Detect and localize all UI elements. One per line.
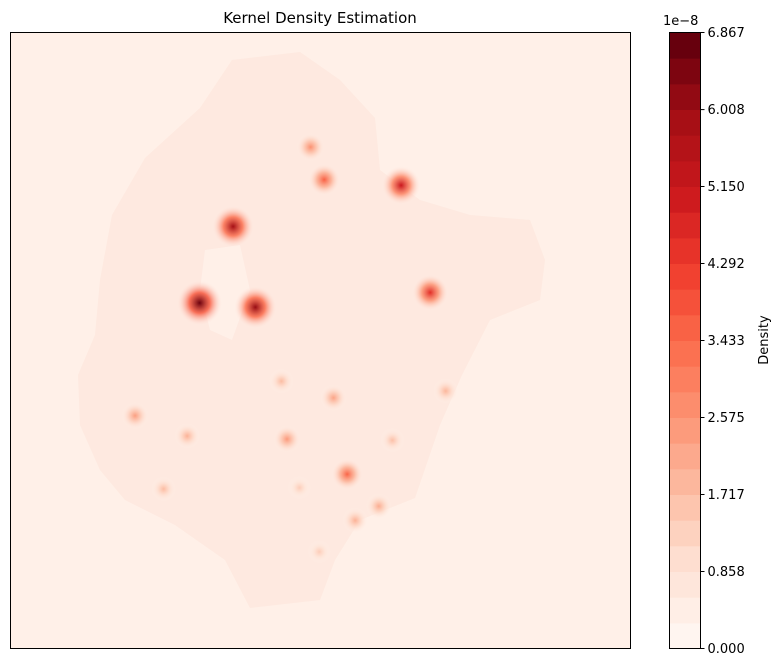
density-hotspot xyxy=(273,425,301,453)
plot-area xyxy=(10,32,631,649)
colorbar-band xyxy=(669,597,701,624)
colorbar-band xyxy=(669,160,701,187)
landmass-shape xyxy=(78,52,545,608)
colorbar-band xyxy=(669,58,701,85)
colorbar-band xyxy=(669,212,701,239)
colorbar-ticks: 0.000 0.858 1.717 2.575 3.433 4.292 5.150 6.008… xyxy=(700,26,745,657)
colorbar-label: Density xyxy=(757,315,772,365)
density-hotspot xyxy=(433,378,459,404)
colorbar-band xyxy=(669,135,701,162)
colorbar-tick-label: 4.292 xyxy=(708,257,745,272)
chart-title: Kernel Density Estimation xyxy=(223,9,417,27)
density-hotspot xyxy=(174,423,201,449)
colorbar-band xyxy=(669,340,701,367)
colorbar-band xyxy=(669,494,701,521)
colorbar-tick-label: 0.000 xyxy=(708,642,745,657)
colorbar-tick-label: 5.150 xyxy=(708,180,745,195)
colorbar-band xyxy=(669,571,701,598)
colorbar-tick-label: 6.008 xyxy=(708,103,745,118)
colorbar-band xyxy=(669,314,701,341)
density-hotspot xyxy=(342,507,369,534)
density-hotspot xyxy=(151,476,177,502)
density-hotspot xyxy=(307,540,331,564)
colorbar: 0.000 0.858 1.717 2.575 3.433 4.292 5.150 6.008… xyxy=(663,14,772,657)
density-hotspot xyxy=(268,368,294,394)
density-hotspots xyxy=(121,132,459,564)
density-hotspot xyxy=(287,476,312,500)
colorbar-band xyxy=(669,391,701,418)
colorbar-band xyxy=(669,32,701,59)
colorbar-band xyxy=(669,186,701,213)
colorbar-band xyxy=(669,109,701,136)
colorbar-band xyxy=(669,83,701,110)
colorbar-tick-label: 6.867 xyxy=(708,26,745,41)
density-hotspot xyxy=(211,205,255,248)
density-hotspot xyxy=(381,165,421,205)
density-hotspot xyxy=(411,274,449,311)
colorbar-band xyxy=(669,520,701,547)
plot-frame xyxy=(10,32,631,649)
colorbar-offset-text: 1e−8 xyxy=(663,14,698,29)
colorbar-band xyxy=(669,545,701,572)
density-hotspot xyxy=(320,384,347,412)
density-hotspot xyxy=(307,163,341,196)
colorbar-band xyxy=(669,622,701,649)
density-hotspot xyxy=(121,402,149,430)
colorbar-band xyxy=(669,289,701,316)
density-hotspot xyxy=(365,493,392,520)
colorbar-band xyxy=(669,237,701,264)
colorbar-tick-label: 2.575 xyxy=(708,411,745,426)
density-hotspot xyxy=(233,285,277,329)
colorbar-band xyxy=(669,468,701,495)
density-hotspot xyxy=(296,132,325,162)
colorbar-band xyxy=(669,417,701,444)
colorbar-band xyxy=(669,443,701,470)
density-hotspot xyxy=(331,458,364,491)
density-hotspot xyxy=(176,280,223,326)
colorbar-band xyxy=(669,366,701,393)
colorbar-bands xyxy=(669,32,701,649)
colorbar-tick-label: 0.858 xyxy=(708,565,745,580)
colorbar-band xyxy=(669,263,701,290)
colorbar-tick-label: 1.717 xyxy=(708,488,745,503)
colorbar-tick-label: 3.433 xyxy=(708,334,745,349)
density-hotspot xyxy=(380,428,405,453)
